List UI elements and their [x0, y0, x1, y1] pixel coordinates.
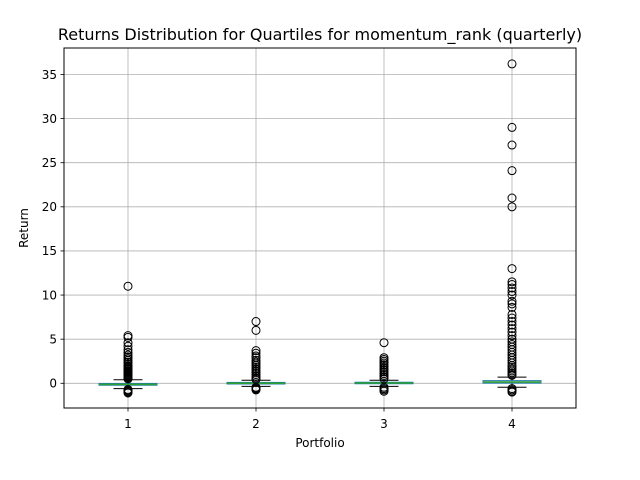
- outlier-point: [507, 317, 517, 327]
- outlier-point: [507, 264, 517, 274]
- box-group-portfolio-1: [98, 281, 158, 398]
- x-tick-label: 1: [124, 417, 132, 431]
- outlier-point: [123, 388, 133, 398]
- outlier-point: [507, 370, 517, 380]
- outlier-point: [507, 331, 517, 341]
- outlier-point: [251, 346, 261, 356]
- outlier-point: [251, 317, 261, 327]
- axis-layer: 0 5 10 15 20 25 30 35 1 2 3 4: [42, 68, 516, 431]
- outlier-point: [507, 277, 517, 287]
- outlier-point: [251, 348, 261, 358]
- outlier-point: [123, 338, 133, 348]
- outlier-point: [379, 386, 389, 396]
- outlier-point: [123, 341, 133, 351]
- outlier-point: [507, 140, 517, 150]
- outlier-point: [123, 281, 133, 291]
- outlier-point: [123, 374, 133, 384]
- outlier-point: [507, 302, 517, 312]
- box-group-portfolio-2: [226, 317, 286, 395]
- outlier-point: [507, 122, 517, 132]
- outlier-point: [123, 332, 133, 342]
- box-group-portfolio-3: [354, 338, 414, 396]
- y-tick-label: 0: [49, 377, 57, 391]
- grid-layer: [64, 48, 576, 408]
- outlier-point: [507, 290, 517, 300]
- plot-layer: [98, 59, 542, 398]
- outlier-point: [507, 355, 517, 365]
- y-tick-label: 30: [42, 112, 57, 126]
- y-tick-label: 10: [42, 288, 57, 302]
- outlier-point: [507, 166, 517, 176]
- outlier-point: [251, 385, 261, 395]
- outlier-point: [507, 279, 517, 289]
- outlier-point: [507, 283, 517, 293]
- x-tick-label: 2: [252, 417, 260, 431]
- box-group-portfolio-4: [482, 59, 542, 397]
- outlier-point: [507, 313, 517, 323]
- outlier-point: [251, 325, 261, 335]
- outlier-point: [507, 59, 517, 69]
- outlier-point: [379, 338, 389, 348]
- y-axis-title: Return: [17, 208, 31, 248]
- y-tick-label: 35: [42, 68, 57, 82]
- x-tick-label: 3: [380, 417, 388, 431]
- outlier-point: [507, 327, 517, 337]
- outlier-point: [507, 324, 517, 334]
- plot-frame: [63, 47, 577, 409]
- y-tick-label: 25: [42, 156, 57, 170]
- x-tick-label: 4: [508, 417, 516, 431]
- y-tick-label: 15: [42, 244, 57, 258]
- outlier-point: [507, 309, 517, 319]
- outlier-point: [507, 320, 517, 330]
- y-tick-label: 20: [42, 200, 57, 214]
- outlier-point: [123, 345, 133, 355]
- outlier-point: [507, 202, 517, 212]
- outlier-point: [507, 299, 517, 309]
- outlier-point: [507, 387, 517, 397]
- outlier-point: [507, 193, 517, 203]
- y-tick-label: 5: [49, 332, 57, 346]
- outlier-point: [507, 296, 517, 306]
- x-axis-title: Portfolio: [295, 436, 344, 450]
- outlier-point: [507, 287, 517, 297]
- chart-title: Returns Distribution for Quartiles for m…: [58, 25, 582, 45]
